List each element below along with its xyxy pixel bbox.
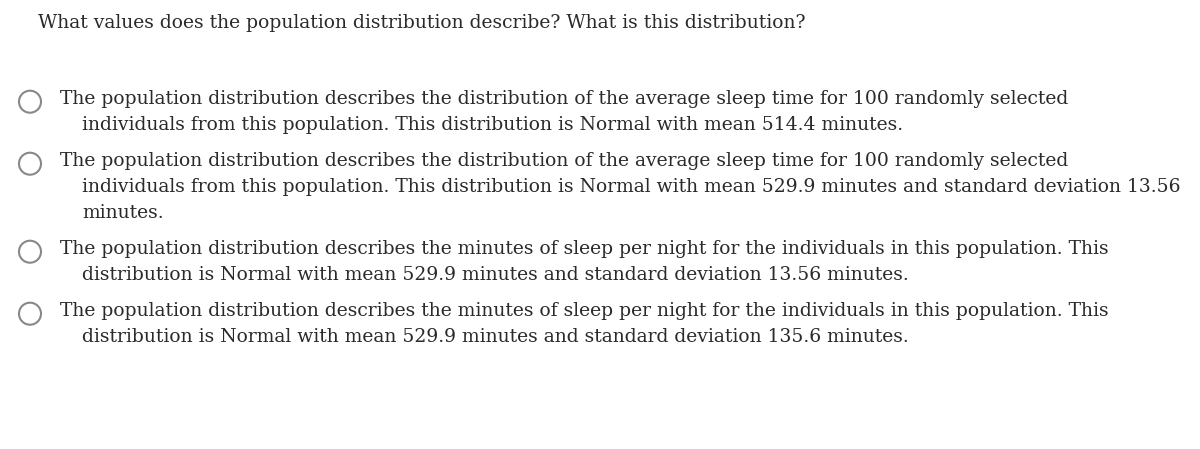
Text: The population distribution describes the minutes of sleep per night for the ind: The population distribution describes th… [60, 240, 1109, 258]
Text: The population distribution describes the minutes of sleep per night for the ind: The population distribution describes th… [60, 302, 1109, 320]
Ellipse shape [19, 153, 41, 175]
Text: minutes.: minutes. [82, 204, 163, 222]
Text: individuals from this population. This distribution is Normal with mean 514.4 mi: individuals from this population. This d… [82, 116, 904, 134]
Text: individuals from this population. This distribution is Normal with mean 529.9 mi: individuals from this population. This d… [82, 178, 1181, 196]
Text: distribution is Normal with mean 529.9 minutes and standard deviation 13.56 minu: distribution is Normal with mean 529.9 m… [82, 266, 908, 284]
Ellipse shape [19, 241, 41, 263]
Text: What values does the population distribution describe? What is this distribution: What values does the population distribu… [38, 14, 805, 32]
Text: The population distribution describes the distribution of the average sleep time: The population distribution describes th… [60, 152, 1068, 170]
Ellipse shape [19, 303, 41, 325]
Ellipse shape [19, 91, 41, 113]
Text: The population distribution describes the distribution of the average sleep time: The population distribution describes th… [60, 90, 1068, 108]
Text: distribution is Normal with mean 529.9 minutes and standard deviation 135.6 minu: distribution is Normal with mean 529.9 m… [82, 328, 908, 346]
